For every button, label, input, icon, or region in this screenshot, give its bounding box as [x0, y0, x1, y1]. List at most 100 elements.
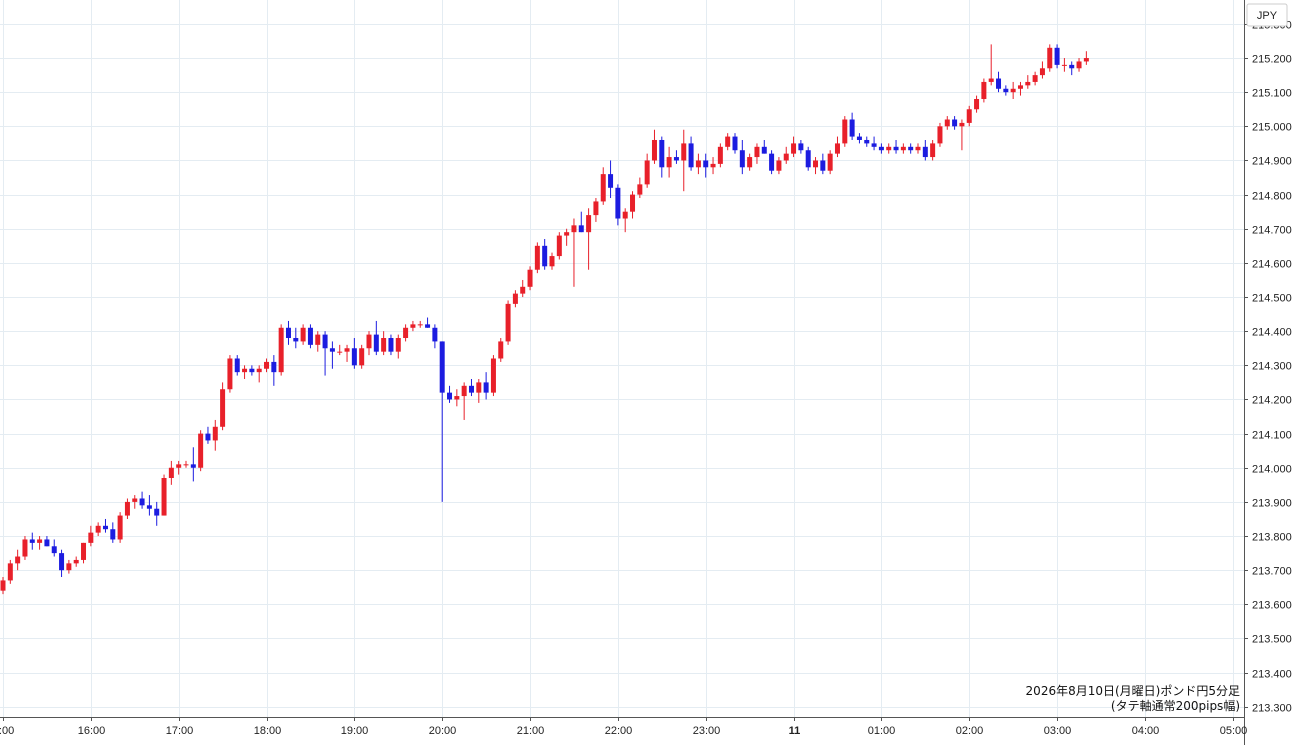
- candle-body: [952, 119, 958, 127]
- candle-body: [842, 119, 848, 144]
- candle-body: [834, 143, 840, 154]
- time-tick-label: 20:00: [429, 725, 457, 737]
- candle-body: [322, 334, 328, 349]
- candle-body: [278, 327, 284, 373]
- candle-body: [908, 146, 914, 151]
- candle-body: [22, 539, 28, 557]
- candle-body: [293, 338, 299, 342]
- candle-body: [512, 293, 518, 304]
- candle-body: [739, 150, 745, 168]
- candle-body: [381, 338, 387, 352]
- price-tick-label: 213.400: [1252, 669, 1292, 681]
- candle-body: [944, 119, 950, 127]
- candle-body: [256, 368, 262, 373]
- time-tick-label: 21:00: [517, 725, 545, 737]
- annotation-line-1: 2026年8月10日(月曜日)ポンド円5分足: [1026, 684, 1240, 698]
- candle-body: [1076, 61, 1082, 69]
- candle-body: [124, 501, 130, 516]
- price-tick-label: 213.700: [1252, 566, 1292, 578]
- candle-body: [937, 126, 943, 144]
- candle-body: [798, 143, 804, 151]
- candle-body: [1025, 81, 1031, 86]
- candle-body: [110, 529, 116, 540]
- grid-layer: [0, 0, 1244, 717]
- candle-body: [88, 532, 94, 543]
- candle-body: [1083, 58, 1089, 62]
- candle-body: [300, 327, 306, 342]
- candle-body: [805, 150, 811, 168]
- candle-body: [725, 136, 731, 147]
- candle-body: [498, 341, 504, 359]
- time-tick-label: 04:00: [1132, 725, 1160, 737]
- price-tick-label: 214.500: [1252, 293, 1292, 305]
- candle-body: [593, 201, 599, 216]
- candle-body: [81, 542, 87, 560]
- candle-body: [1032, 75, 1038, 82]
- candle-body: [373, 334, 379, 352]
- candle-body: [359, 348, 365, 366]
- candle-body: [600, 174, 606, 202]
- candle-body: [249, 368, 255, 373]
- price-tick-label: 214.000: [1252, 464, 1292, 476]
- candle-body: [102, 525, 108, 530]
- candle-body: [1039, 68, 1045, 76]
- candle-body: [403, 327, 409, 339]
- price-tick-label: 213.600: [1252, 600, 1292, 612]
- candle-body: [0, 580, 6, 591]
- candle-body: [710, 163, 716, 168]
- price-tick-label: 213.300: [1252, 703, 1292, 715]
- candle-body: [615, 187, 621, 219]
- candle-body: [410, 324, 416, 328]
- candle-body: [198, 433, 204, 468]
- candle-body: [886, 146, 892, 151]
- candle-body: [154, 508, 160, 516]
- candle-body: [542, 245, 548, 267]
- candle-body: [827, 153, 833, 171]
- price-tick-label: 215.000: [1252, 122, 1292, 134]
- candle-body: [205, 433, 211, 441]
- candle-body: [505, 303, 511, 342]
- candle-body: [915, 146, 921, 151]
- candle-body: [95, 525, 101, 533]
- candle-body: [176, 464, 182, 468]
- candle-body: [527, 269, 533, 287]
- candle-body: [871, 143, 877, 147]
- candle-body: [813, 160, 819, 168]
- candle-body: [432, 327, 438, 342]
- price-tick-label: 214.700: [1252, 225, 1292, 237]
- time-tick-label: 19:00: [341, 725, 369, 737]
- time-tick-label: 17:00: [166, 725, 194, 737]
- candle-body: [571, 225, 577, 233]
- price-axis: 213.300 213.400 213.500 213.600 213.700 213.8…: [1244, 20, 1292, 715]
- candle-body: [395, 338, 401, 352]
- price-tick-label: 213.900: [1252, 498, 1292, 510]
- candle-body: [681, 143, 687, 161]
- candle-body: [864, 139, 870, 144]
- candle-body: [673, 157, 679, 161]
- candle-body: [988, 78, 994, 82]
- candle-body: [447, 392, 453, 400]
- candle-body: [922, 146, 928, 158]
- price-tick-label: 214.400: [1252, 327, 1292, 339]
- candle-body: [307, 327, 313, 345]
- candle-body: [966, 109, 972, 123]
- candle-body: [337, 351, 343, 353]
- candle-body: [15, 556, 21, 564]
- candle-body: [754, 146, 760, 158]
- candle-body: [285, 327, 291, 339]
- candle-body: [190, 464, 196, 468]
- candle-body: [168, 467, 174, 478]
- candle-body: [7, 563, 13, 581]
- time-tick-label: 11: [789, 725, 801, 737]
- candle-body: [329, 348, 335, 352]
- candle-body: [220, 389, 226, 427]
- candle-body: [520, 286, 526, 294]
- time-tick-label: 05:00: [1220, 725, 1248, 737]
- candle-body: [703, 160, 709, 168]
- time-tick-label: 18:00: [254, 725, 282, 737]
- candle-body: [893, 146, 899, 151]
- candle-body: [878, 146, 884, 151]
- time-tick-label: 02:00: [956, 725, 984, 737]
- candle-body: [66, 563, 72, 571]
- candle-body: [564, 232, 570, 236]
